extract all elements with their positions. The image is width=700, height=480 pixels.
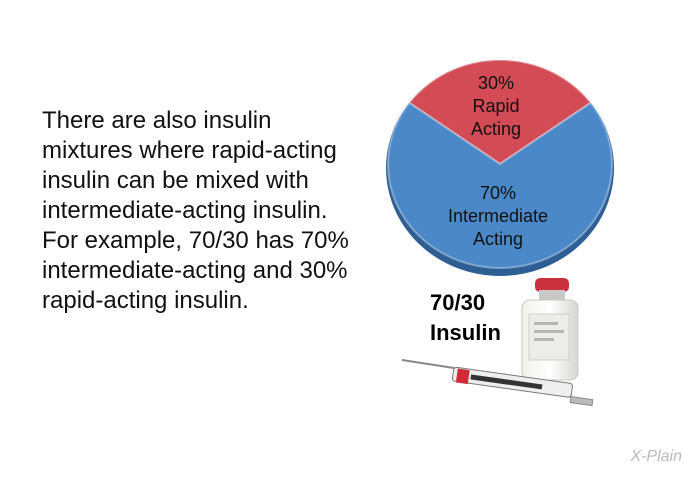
body-text: There are also insulin mixtures where ra… <box>42 107 349 314</box>
pie-chart <box>386 59 614 276</box>
brand-logo: X-Plain <box>630 448 682 465</box>
product-label: 70/30 Insulin <box>430 290 501 345</box>
slice-label-rapid: 30% Rapid Acting <box>470 73 522 139</box>
syringe-icon <box>401 359 594 407</box>
pie-slice-intermediate <box>387 101 613 269</box>
vial-icon <box>521 278 579 381</box>
vial-and-syringe-image <box>401 278 594 407</box>
slice-label-intermediate: 70% Intermediate Acting <box>447 183 549 249</box>
pie-slice-rapid <box>407 59 593 166</box>
